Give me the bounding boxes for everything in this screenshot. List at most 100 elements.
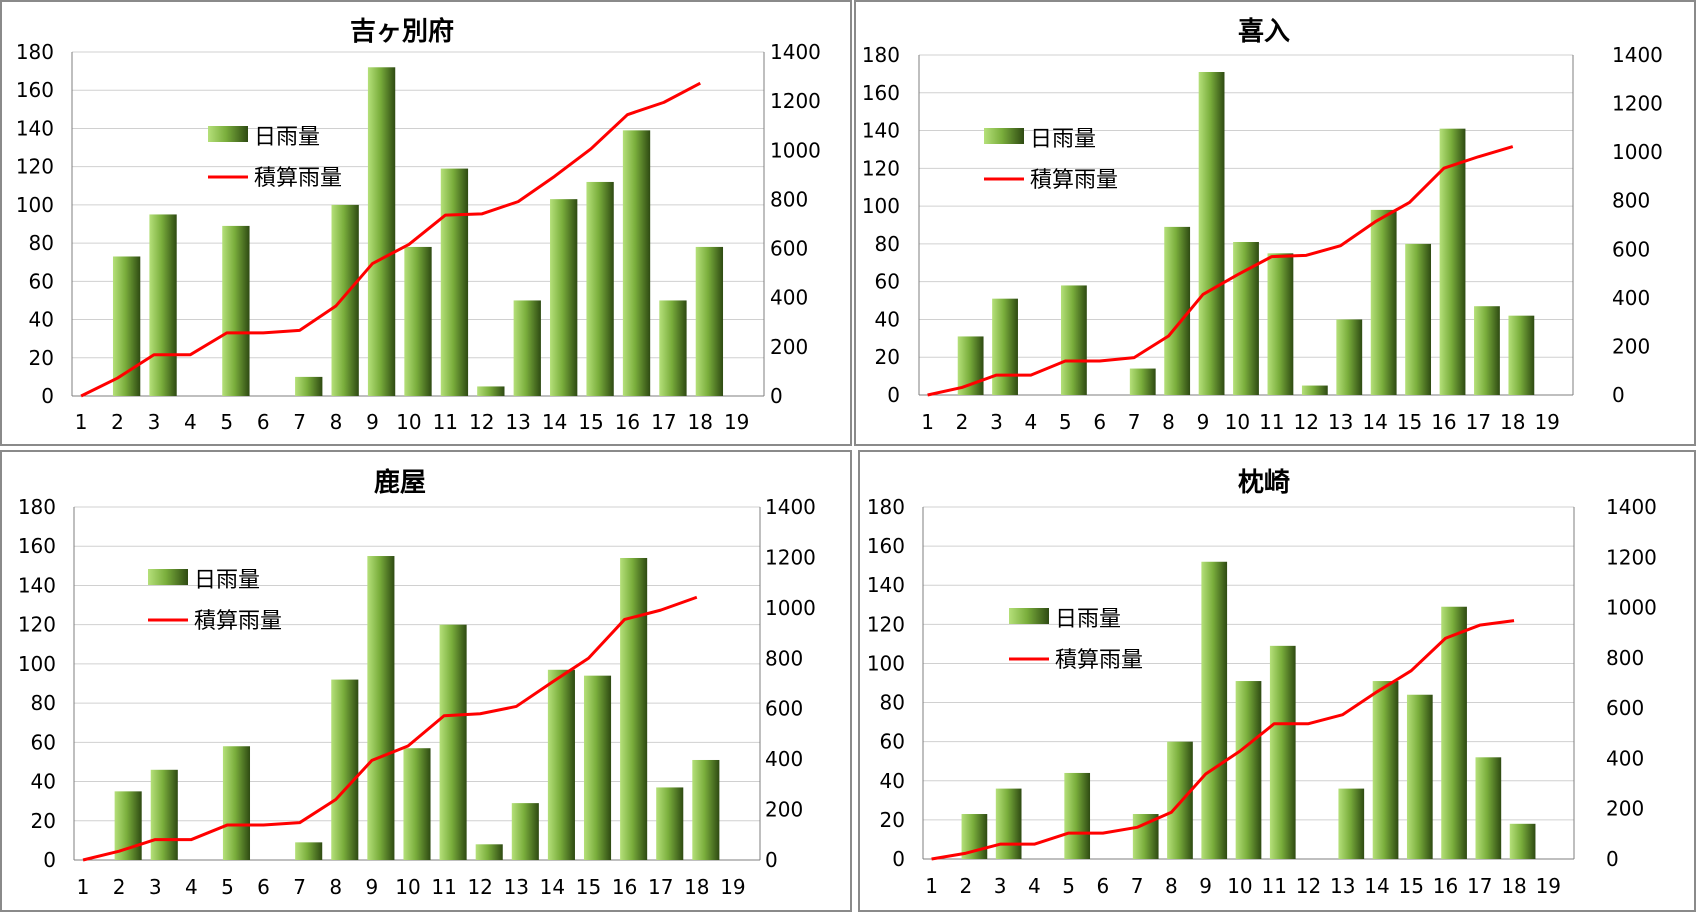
y-tick-label: 40 — [875, 307, 900, 331]
y2-tick-label: 400 — [770, 286, 808, 310]
bar-7 — [1129, 368, 1156, 395]
x-tick-label: 12 — [467, 875, 492, 899]
y-tick-label: 100 — [16, 193, 54, 217]
bar-14 — [1372, 681, 1399, 859]
bar-12 — [475, 844, 503, 860]
x-tick-label: 3 — [990, 410, 1003, 434]
y-tick-label: 20 — [31, 809, 56, 833]
y-tick-label: 160 — [862, 81, 900, 105]
bar-16 — [1441, 606, 1467, 859]
y-tick-label: 0 — [41, 384, 54, 408]
y2-tick-label: 200 — [765, 798, 803, 822]
bar-17 — [1475, 757, 1502, 859]
bar-8 — [1164, 226, 1191, 395]
x-tick-label: 17 — [651, 410, 676, 434]
y-tick-label: 0 — [892, 847, 905, 871]
x-tick-label: 7 — [1128, 410, 1141, 434]
x-tick-label: 10 — [1225, 410, 1250, 434]
x-tick-label: 2 — [956, 410, 969, 434]
bar-10 — [1235, 681, 1262, 859]
x-tick-label: 5 — [221, 875, 234, 899]
y2-tick-label: 600 — [770, 237, 808, 261]
x-tick-label: 11 — [1261, 874, 1286, 898]
y2-tick-label: 200 — [1606, 797, 1644, 821]
bar-3 — [992, 298, 1018, 395]
x-tick-label: 16 — [612, 875, 637, 899]
y-tick-label: 120 — [867, 612, 905, 636]
y2-tick-label: 1000 — [770, 138, 821, 162]
y-tick-label: 60 — [875, 270, 900, 294]
x-tick-label: 10 — [395, 875, 420, 899]
bar-11 — [1267, 253, 1294, 395]
bar-8 — [331, 204, 359, 396]
x-tick-label: 1 — [925, 874, 938, 898]
x-tick-label: 9 — [1197, 410, 1210, 434]
chart-title: 枕崎 — [1238, 468, 1290, 498]
y-tick-label: 180 — [862, 43, 900, 67]
x-tick-label: 5 — [220, 410, 233, 434]
y-tick-label: 140 — [862, 119, 900, 143]
bar-5 — [222, 746, 251, 860]
y-tick-label: 120 — [862, 156, 900, 180]
x-tick-label: 4 — [1028, 874, 1041, 898]
x-tick-label: 1 — [77, 875, 90, 899]
legend-bar-label: 日雨量 — [194, 568, 260, 593]
y-tick-label: 80 — [29, 231, 54, 255]
x-tick-label: 2 — [113, 875, 126, 899]
cumulative-line — [82, 595, 698, 862]
bar-18 — [1508, 315, 1535, 395]
legend-bar-label: 日雨量 — [1055, 607, 1121, 632]
x-tick-label: 4 — [184, 410, 197, 434]
x-tick-label: 12 — [469, 410, 494, 434]
chart-title: 吉ヶ別府 — [350, 16, 454, 47]
y2-tick-label: 1200 — [770, 89, 821, 113]
y-tick-label: 60 — [29, 269, 54, 293]
x-tick-label: 11 — [1259, 410, 1284, 434]
x-tick-label: 12 — [1296, 874, 1321, 898]
bar-17 — [656, 787, 684, 860]
x-tick-label: 15 — [1397, 410, 1422, 434]
x-tick-label: 1 — [921, 410, 934, 434]
bar-10 — [403, 748, 431, 860]
bar-18 — [695, 246, 724, 396]
bar-15 — [1405, 243, 1432, 395]
x-tick-label: 16 — [1431, 410, 1456, 434]
x-tick-label: 18 — [1501, 874, 1526, 898]
bar-13 — [511, 803, 539, 860]
x-tick-label: 13 — [1328, 410, 1353, 434]
bar-14 — [550, 199, 578, 396]
cumulative-line — [80, 81, 701, 398]
x-tick-label: 6 — [1093, 410, 1106, 434]
bar-15 — [1406, 694, 1433, 859]
bar-13 — [1336, 319, 1363, 395]
bar-17 — [659, 300, 687, 396]
y-tick-label: 80 — [31, 691, 56, 715]
y2-tick-label: 400 — [1612, 286, 1650, 310]
y2-tick-label: 0 — [765, 848, 778, 872]
y-tick-label: 100 — [867, 651, 905, 675]
x-tick-label: 6 — [257, 410, 270, 434]
bar-10 — [1233, 242, 1259, 395]
x-tick-label: 8 — [1162, 410, 1175, 434]
bar-18 — [1509, 823, 1536, 859]
legend-bar-label: 日雨量 — [1030, 127, 1096, 152]
y-tick-label: 160 — [16, 78, 54, 102]
bar-3 — [149, 214, 177, 396]
bar-5 — [1060, 285, 1087, 395]
bar-9 — [367, 556, 395, 860]
legend-line-label: 積算雨量 — [1055, 648, 1143, 673]
y-tick-label: 160 — [867, 534, 905, 558]
chart-panel-kanoya: 鹿屋 0 20 40 60 80 100 120 140 160 180 0 200 400 600 800 1… — [0, 450, 852, 912]
bar-15 — [586, 181, 614, 396]
y-tick-label: 100 — [862, 194, 900, 218]
bar-9 — [1201, 561, 1228, 859]
x-tick-label: 4 — [185, 875, 198, 899]
legend-line-label: 積算雨量 — [1030, 168, 1118, 193]
x-tick-label: 11 — [433, 410, 458, 434]
y-tick-label: 40 — [29, 308, 54, 332]
x-tick-label: 14 — [1362, 410, 1387, 434]
y2-tick-label: 1400 — [770, 40, 821, 64]
y-tick-label: 180 — [18, 495, 56, 519]
chart-svg-makurazaki: 枕崎 0 20 40 60 80 100 120 140 160 180 0 200 400 600 800 1… — [867, 468, 1657, 898]
y2-tick-label: 800 — [770, 187, 808, 211]
